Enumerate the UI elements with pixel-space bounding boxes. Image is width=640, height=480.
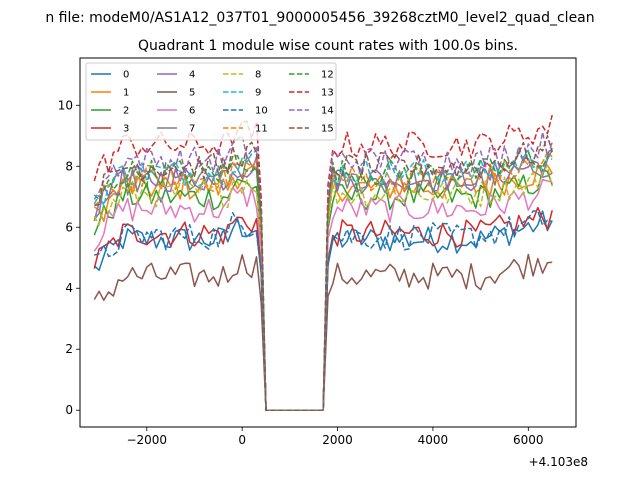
x-tick-label: 4000 (418, 433, 449, 447)
series-line-9 (93, 149, 553, 411)
series-line-13 (93, 114, 553, 411)
y-tick-label: 4 (65, 281, 73, 295)
legend-label-10: 10 (255, 106, 268, 117)
legend-label-2: 2 (123, 106, 129, 117)
x-offset-label: +4.103e8 (529, 455, 588, 469)
chart-title: Quadrant 1 module wise count rates with … (138, 38, 518, 54)
x-tick-label: −2000 (126, 433, 167, 447)
legend-label-7: 7 (189, 124, 195, 135)
series-layer (93, 114, 553, 411)
x-axis: −2000 0 2000 4000 6000 (126, 427, 544, 447)
legend-label-11: 11 (255, 124, 268, 135)
legend-label-6: 6 (189, 106, 195, 117)
legend-label-15: 15 (321, 124, 334, 135)
x-tick-label: 2000 (322, 433, 353, 447)
figure-suptitle: n file: modeM0/AS1A12_037T01_9000005456_… (45, 10, 594, 26)
legend-label-3: 3 (123, 124, 129, 135)
legend-frame (85, 62, 337, 141)
legend-label-1: 1 (123, 88, 129, 99)
legend-label-9: 9 (255, 88, 261, 99)
y-axis: 0 2 4 6 8 10 (58, 98, 80, 417)
y-tick-label: 2 (65, 342, 73, 356)
legend-label-0: 0 (123, 70, 129, 81)
legend-label-8: 8 (255, 70, 261, 81)
series-line-10 (94, 210, 553, 411)
x-tick-label: 6000 (513, 433, 544, 447)
y-tick-label: 8 (65, 159, 73, 173)
axes-frame (79, 57, 577, 428)
series-line-14 (93, 131, 553, 411)
x-tick-label: 0 (238, 433, 246, 447)
legend-label-12: 12 (321, 70, 334, 81)
legend-label-14: 14 (321, 106, 334, 117)
legend-label-5: 5 (189, 88, 195, 99)
y-tick-label: 0 (65, 403, 73, 417)
y-tick-label: 10 (58, 98, 73, 112)
legend-label-4: 4 (189, 70, 195, 81)
legend-label-13: 13 (321, 88, 334, 99)
y-tick-label: 6 (65, 220, 73, 234)
series-line-15 (94, 135, 553, 411)
